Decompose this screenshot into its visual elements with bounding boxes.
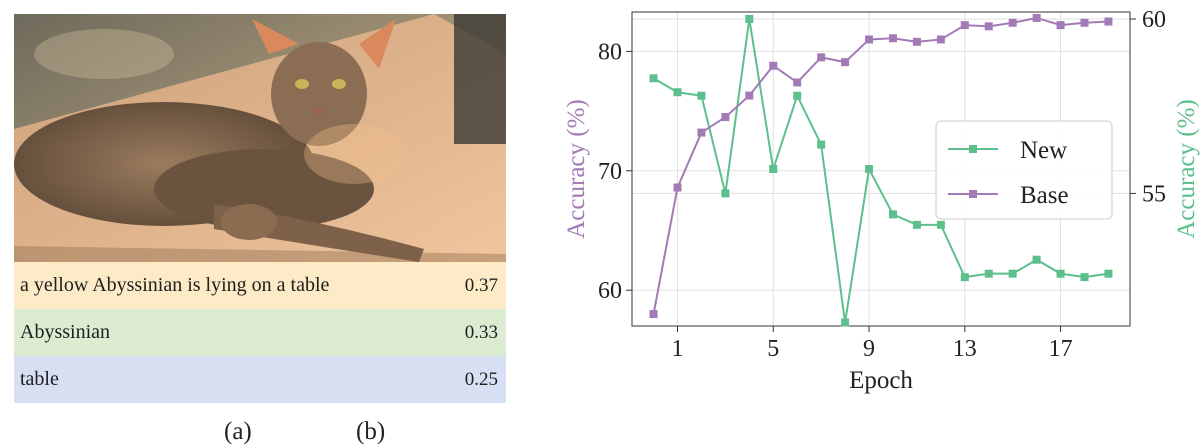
panel-a: a yellow Abyssinian is lying on a table … <box>14 14 506 442</box>
caption-score: 0.25 <box>464 368 498 390</box>
panel-b-label: (b) <box>356 418 386 445</box>
cat-photo <box>14 14 506 262</box>
data-point-base <box>1008 18 1017 27</box>
data-point-new <box>793 91 802 100</box>
data-point-new <box>817 140 826 149</box>
data-point-base <box>1080 18 1089 27</box>
data-point-base <box>888 34 897 43</box>
x-tick-label: 9 <box>863 336 875 362</box>
data-point-base <box>649 310 658 319</box>
y-tick-label: 60 <box>598 278 622 304</box>
data-point-base <box>912 37 921 46</box>
data-point-new <box>649 74 658 83</box>
data-point-new <box>697 91 706 100</box>
data-point-new <box>960 273 969 282</box>
data-point-base <box>841 58 850 67</box>
y-axis-label: Accuracy (%) <box>563 99 590 239</box>
caption-row-1: a yellow Abyssinian is lying on a table … <box>14 262 506 309</box>
data-point-new <box>888 210 897 219</box>
data-point-base <box>984 22 993 31</box>
data-point-new <box>984 269 993 278</box>
x-tick-label: 17 <box>1049 336 1073 362</box>
x-tick-label: 13 <box>953 336 977 362</box>
panel-b: 1 5 9 13 17 60 70 80 55 60 Epoch Accuracy (%) Accura… <box>520 0 1200 442</box>
data-point-base <box>936 35 945 44</box>
data-point-new <box>1104 269 1113 278</box>
data-point-new <box>1080 273 1089 282</box>
x-axis-label: Epoch <box>849 367 913 394</box>
panel-a-label: (a) <box>224 418 252 445</box>
data-point-base <box>1104 17 1113 26</box>
data-point-base <box>1032 13 1041 22</box>
x-tick-label: 1 <box>671 336 683 362</box>
data-point-new <box>1008 269 1017 278</box>
data-point-base <box>769 61 778 70</box>
data-point-base <box>673 183 682 192</box>
legend-marker <box>969 190 977 198</box>
data-point-base <box>793 78 802 87</box>
data-point-new <box>912 220 921 229</box>
data-point-new <box>745 14 754 23</box>
data-point-new <box>865 165 874 173</box>
legend-marker <box>969 145 977 153</box>
y-right-tick-label: 55 <box>1142 181 1166 207</box>
data-point-base <box>745 91 754 100</box>
accuracy-chart: 1 5 9 13 17 60 70 80 55 60 Epoch Accuracy (%) Accura… <box>563 7 1200 394</box>
data-point-new <box>769 165 778 173</box>
caption-text: table <box>20 368 59 390</box>
caption-score: 0.33 <box>464 321 498 343</box>
data-point-new <box>1032 255 1041 264</box>
caption-row-2: Abyssinian 0.33 <box>14 309 506 356</box>
y-right-tick-label: 60 <box>1142 7 1166 33</box>
x-tick-label: 5 <box>767 336 779 362</box>
data-point-base <box>697 128 706 137</box>
caption-row-3: table 0.25 <box>14 356 506 403</box>
plot-frame <box>631 11 1131 327</box>
data-point-new <box>721 189 730 198</box>
data-point-new <box>936 220 945 229</box>
caption-text: a yellow Abyssinian is lying on a table <box>20 274 330 296</box>
data-point-base <box>960 21 969 30</box>
legend-label: Base <box>1020 182 1069 209</box>
y-tick-label: 80 <box>598 39 622 65</box>
data-point-base <box>817 53 826 62</box>
data-point-base <box>1056 21 1065 30</box>
y-tick-label: 70 <box>598 159 622 185</box>
caption-text: Abyssinian <box>20 321 110 343</box>
data-point-new <box>1056 269 1065 278</box>
caption-score: 0.37 <box>464 274 498 296</box>
data-point-base <box>721 113 730 122</box>
caption-table: a yellow Abyssinian is lying on a table … <box>14 262 506 403</box>
data-point-new <box>841 318 850 327</box>
data-point-new <box>673 88 682 97</box>
legend-label: New <box>1020 137 1067 164</box>
cat-image <box>14 14 506 262</box>
data-point-base <box>865 35 874 44</box>
y-axis-right-label: Accuracy (%) <box>1173 99 1200 239</box>
